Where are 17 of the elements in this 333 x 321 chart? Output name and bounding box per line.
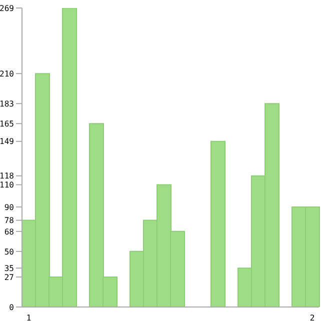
y-tick-label: 183 [0,99,14,108]
y-tick-label: 50 [4,247,14,256]
y-tick-label: 165 [0,119,14,128]
y-tick-label: 35 [4,264,14,273]
y-tick-label: 110 [0,180,14,190]
y-tick-label: 118 [0,172,14,181]
y-tick-label: 210 [0,69,14,78]
y-tick-label: 269 [0,4,14,13]
x-tick-label: 1 [26,314,32,321]
y-tick-label: 149 [0,137,14,146]
bar [210,140,226,307]
y-tick-label: 78 [4,216,14,226]
x-tick-label: 2 [310,314,315,321]
y-tick-label: 90 [4,202,14,212]
y-tick-label: 27 [4,272,14,282]
y-tick-label: 68 [4,227,14,236]
y-tick-label: 0 [9,302,14,312]
